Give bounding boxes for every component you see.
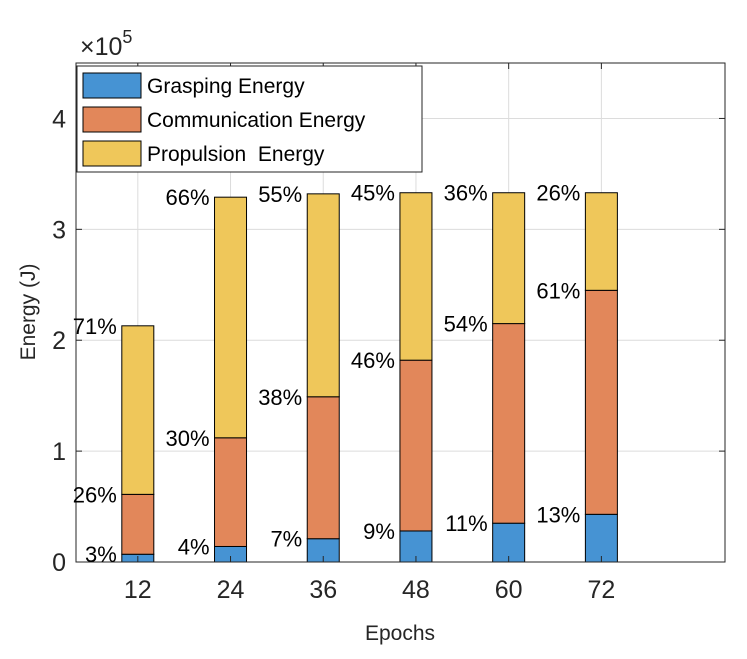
bar-segment-communication: [399, 359, 433, 532]
percent-label-communication: 46%: [351, 348, 395, 373]
percent-label-propulsion: 45%: [351, 181, 395, 206]
bar-segment-propulsion: [492, 192, 526, 325]
legend-label-propulsion: Propulsion Energy: [147, 143, 325, 166]
x-tick-label: 60: [495, 576, 523, 604]
y-tick-label: 0: [52, 549, 66, 577]
legend-swatch-grasping: [82, 72, 142, 99]
bar-segment-propulsion: [584, 192, 618, 291]
percent-label-grasping: 3%: [85, 542, 117, 567]
y-tick-label: 4: [52, 105, 66, 133]
y-tick-label: 3: [52, 216, 66, 244]
percent-label-propulsion: 26%: [536, 181, 580, 206]
y-multiplier-exponent: 5: [122, 27, 132, 47]
x-axis-title: Epochs: [365, 622, 435, 645]
bar-segment-propulsion: [306, 193, 340, 398]
x-tick-label: 36: [309, 576, 337, 604]
x-tick-label: 24: [217, 576, 245, 604]
bar-segment-communication: [306, 396, 340, 540]
percent-label-communication: 61%: [536, 278, 580, 303]
legend-swatch-propulsion: [82, 140, 142, 167]
percent-label-propulsion: 36%: [444, 181, 488, 206]
y-axis-ticks: 0 1 2 3 4: [52, 105, 725, 577]
legend-label-communication: Communication Energy: [147, 109, 366, 132]
percent-label-grasping: 4%: [178, 534, 210, 559]
x-axis-ticks: 12 24 36 48 60 72: [124, 63, 615, 604]
percent-label-communication: 26%: [73, 482, 117, 507]
percent-label-propulsion: 66%: [165, 185, 209, 210]
percent-labels: 3% 26% 71% 4% 30% 66% 7% 38% 55% 9% 46% 45% 11% 54% 36…: [73, 181, 581, 567]
x-tick-label: 12: [124, 576, 152, 604]
plot-frame: [75, 62, 726, 563]
percent-label-grasping: 9%: [363, 519, 395, 544]
percent-label-communication: 54%: [444, 312, 488, 337]
x-tick-label: 72: [587, 576, 615, 604]
legend-label-grasping: Grasping Energy: [147, 75, 305, 98]
percent-label-communication: 30%: [165, 426, 209, 451]
legend-swatch-communication: [82, 106, 142, 133]
y-axis-multiplier: ×105: [80, 27, 132, 61]
y-tick-label: 2: [52, 327, 66, 355]
percent-label-grasping: 7%: [270, 527, 302, 552]
bar-segment-communication: [214, 437, 248, 547]
percent-label-grasping: 11%: [445, 511, 487, 536]
percent-label-communication: 38%: [258, 385, 302, 410]
y-axis-title: Energy (J): [17, 264, 40, 361]
bar-segment-grasping: [492, 522, 526, 563]
percent-label-grasping: 13%: [536, 502, 580, 527]
bar-segment-propulsion: [214, 196, 248, 439]
legend: Grasping Energy Communication Energy Pro…: [76, 65, 423, 173]
y-tick-label: 1: [52, 438, 66, 466]
x-tick-label: 48: [402, 576, 430, 604]
bars: [121, 192, 618, 563]
percent-label-propulsion: 55%: [258, 182, 302, 207]
bar-segment-propulsion: [399, 192, 433, 361]
bar-segment-communication: [584, 289, 618, 515]
bar-segment-propulsion: [121, 325, 155, 495]
y-multiplier-base: ×10: [80, 33, 122, 61]
bar-segment-communication: [492, 323, 526, 524]
percent-label-propulsion: 71%: [73, 314, 117, 339]
bar-segment-communication: [121, 493, 155, 555]
bar-segment-grasping: [584, 513, 618, 563]
